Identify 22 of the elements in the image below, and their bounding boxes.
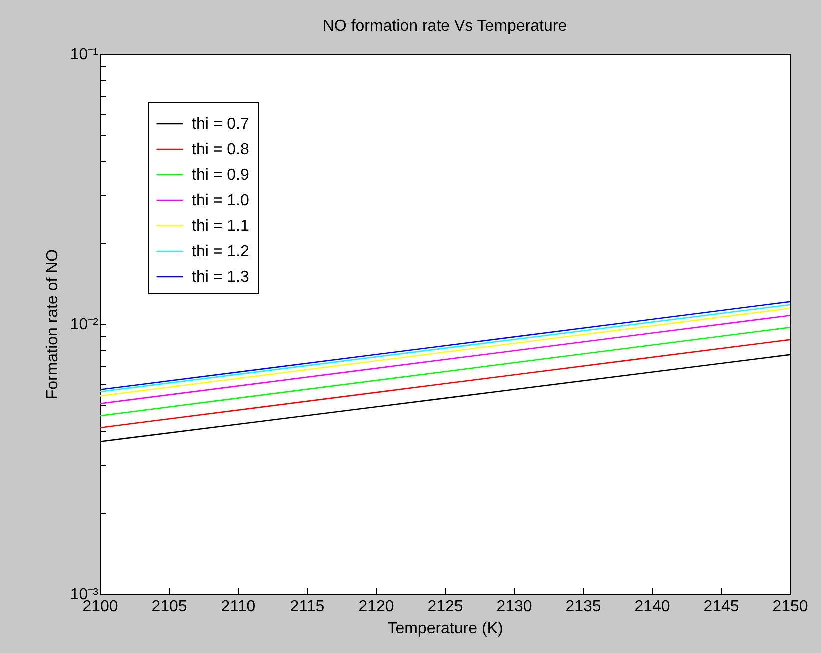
legend-label: thi = 1.0 <box>192 192 250 210</box>
legend-label: thi = 1.1 <box>192 218 250 235</box>
x-tick-label: 2120 <box>358 598 394 616</box>
x-tick-label: 2125 <box>428 598 464 616</box>
legend-label: thi = 0.7 <box>192 116 250 133</box>
x-tick-label: 2145 <box>704 598 740 616</box>
x-tick-label: 2115 <box>290 598 325 616</box>
x-tick-label: 2130 <box>496 598 532 616</box>
y-axis-title: Formation rate of NO <box>44 249 62 400</box>
legend-label: thi = 1.3 <box>192 269 250 286</box>
x-tick-label: 2110 <box>221 598 256 616</box>
y-tick-label: 10⁻¹ <box>70 46 98 64</box>
y-tick-label: 10⁻² <box>70 316 100 334</box>
x-tick-label: 2105 <box>152 598 188 616</box>
x-tick-label: 2150 <box>772 598 808 616</box>
x-tick-label: 2135 <box>566 598 602 616</box>
x-tick-label: 2140 <box>634 598 670 616</box>
legend-label: thi = 1.2 <box>192 244 250 260</box>
chart-title: NO formation rate Vs Temperature <box>322 18 568 35</box>
x-axis-title: Temperature (K) <box>388 620 504 638</box>
legend-label: thi = 0.9 <box>192 167 250 184</box>
legend-label: thi = 0.8 <box>192 142 250 158</box>
